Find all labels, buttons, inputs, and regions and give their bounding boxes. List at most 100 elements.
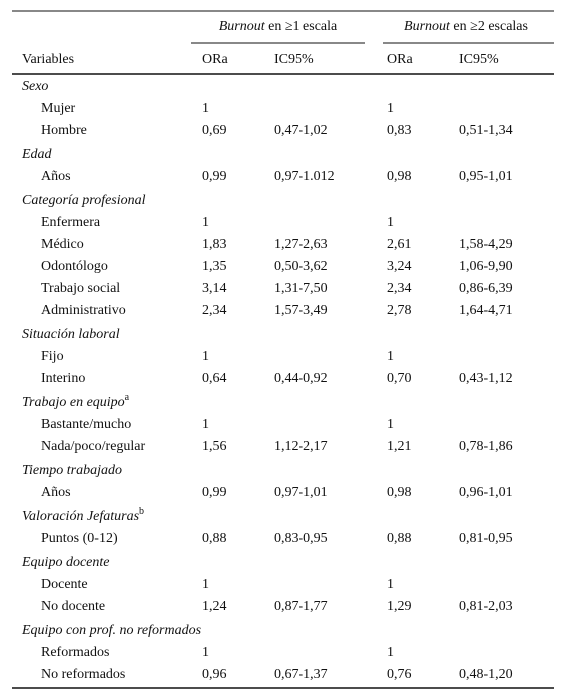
section-title: Edad — [21, 147, 53, 162]
cell: 0,76 — [387, 667, 412, 682]
cell: 0,83 — [387, 123, 412, 138]
cell: 0,69 — [202, 123, 227, 138]
row-label: Años — [41, 169, 71, 184]
cell: 1,24 — [202, 599, 227, 614]
cell: 1 — [387, 577, 394, 592]
row-label: Hombre — [41, 123, 87, 138]
cell: 1 — [202, 101, 209, 116]
cell: 1,57-3,49 — [274, 303, 328, 318]
cell: 0,87-1,77 — [274, 599, 328, 614]
cell: 0,99 — [202, 169, 227, 184]
cell: 2,61 — [387, 237, 412, 252]
cell: 0,67-1,37 — [274, 667, 328, 682]
cell: 1,12-2,17 — [274, 439, 328, 454]
cell: 0,99 — [202, 485, 227, 500]
cell: 1 — [202, 645, 209, 660]
section-title-text: Tiempo trabajado — [22, 463, 122, 478]
cell: 1 — [387, 417, 394, 432]
cell: 0,86-6,39 — [459, 281, 513, 296]
cell: 1 — [387, 101, 394, 116]
group-header: Burnout en ≥2 escalas — [404, 19, 528, 34]
section-title-text: Categoría profesional — [22, 193, 146, 208]
cell: 3,14 — [202, 281, 227, 296]
row-label: Mujer — [41, 101, 76, 116]
cell: 0,95-1,01 — [459, 169, 513, 184]
column-header: IC95% — [459, 52, 499, 67]
group-header-italic: Burnout — [219, 19, 266, 34]
cell: 0,70 — [387, 371, 412, 386]
section-title-text: Equipo con prof. no reformados — [21, 623, 202, 638]
cell: 1,21 — [387, 439, 412, 454]
row-label: Nada/poco/regular — [41, 439, 146, 454]
cell: 0,98 — [387, 169, 412, 184]
cell: 0,47-1,02 — [274, 123, 328, 138]
cell: 0,51-1,34 — [459, 123, 513, 138]
section-title: Categoría profesional — [22, 193, 146, 208]
cell: 3,24 — [387, 259, 412, 274]
section-title-text: Sexo — [22, 79, 48, 94]
row-label: Docente — [41, 577, 88, 592]
section-title-text: Valoración Jefaturas — [22, 509, 140, 524]
cell: 0,88 — [202, 531, 227, 546]
cell: 1 — [202, 349, 209, 364]
cell: 0,64 — [202, 371, 227, 386]
group-header-italic: Burnout — [404, 19, 451, 34]
cell: 0,98 — [387, 485, 412, 500]
row-label: Médico — [41, 237, 84, 252]
row-label: Odontólogo — [41, 259, 108, 274]
cell: 0,96-1,01 — [459, 485, 513, 500]
section-title: Trabajo en equipoa — [22, 392, 130, 410]
section-title: Equipo con prof. no reformados — [21, 623, 202, 638]
cell: 1 — [202, 417, 209, 432]
cell: 2,34 — [387, 281, 412, 296]
cell: 1 — [387, 645, 394, 660]
row-label: Trabajo social — [41, 281, 120, 296]
column-header: ORa — [202, 52, 228, 67]
cell: 0,48-1,20 — [459, 667, 513, 682]
row-label: No reformados — [41, 667, 125, 682]
footnote-mark: a — [125, 392, 130, 403]
cell: 0,83-0,95 — [274, 531, 328, 546]
cell: 0,78-1,86 — [459, 439, 513, 454]
row-label: Puntos (0-12) — [41, 531, 118, 546]
cell: 1 — [387, 349, 394, 364]
group-header: Burnout en ≥1 escala — [219, 19, 338, 34]
row-label: No docente — [41, 599, 105, 614]
cell: 1,83 — [202, 237, 227, 252]
cell: 1,06-9,90 — [459, 259, 513, 274]
cell: 0,81-0,95 — [459, 531, 513, 546]
section-title-text: Edad — [21, 147, 53, 162]
row-label: Administrativo — [41, 303, 126, 318]
cell: 1,35 — [202, 259, 227, 274]
cell: 0,50-3,62 — [274, 259, 328, 274]
column-header: Variables — [22, 52, 74, 67]
column-header: IC95% — [274, 52, 314, 67]
cell: 2,78 — [387, 303, 412, 318]
group-header-text: en ≥2 escalas — [450, 19, 528, 34]
cell: 1 — [202, 215, 209, 230]
group-header-text: en ≥1 escala — [265, 19, 338, 34]
cell: 0,81-2,03 — [459, 599, 513, 614]
cell: 1 — [387, 215, 394, 230]
cell: 0,96 — [202, 667, 227, 682]
row-label: Interino — [41, 371, 85, 386]
section-title: Sexo — [22, 79, 48, 94]
cell: 0,88 — [387, 531, 412, 546]
cell: 1 — [202, 577, 209, 592]
cell: 0,44-0,92 — [274, 371, 328, 386]
cell: 1,29 — [387, 599, 412, 614]
cell: 1,58-4,29 — [459, 237, 513, 252]
section-title-text: Equipo docente — [21, 555, 109, 570]
section-title: Equipo docente — [21, 555, 109, 570]
cell: 2,34 — [202, 303, 227, 318]
cell: 1,56 — [202, 439, 227, 454]
row-label: Fijo — [41, 349, 64, 364]
section-title: Tiempo trabajado — [22, 463, 122, 478]
section-title: Valoración Jefaturasb — [22, 506, 144, 524]
row-label: Enfermera — [41, 215, 101, 230]
section-title-text: Situación laboral — [22, 327, 120, 342]
footnote-mark: b — [139, 506, 144, 517]
section-title: Situación laboral — [22, 327, 120, 342]
cell: 1,64-4,71 — [459, 303, 513, 318]
